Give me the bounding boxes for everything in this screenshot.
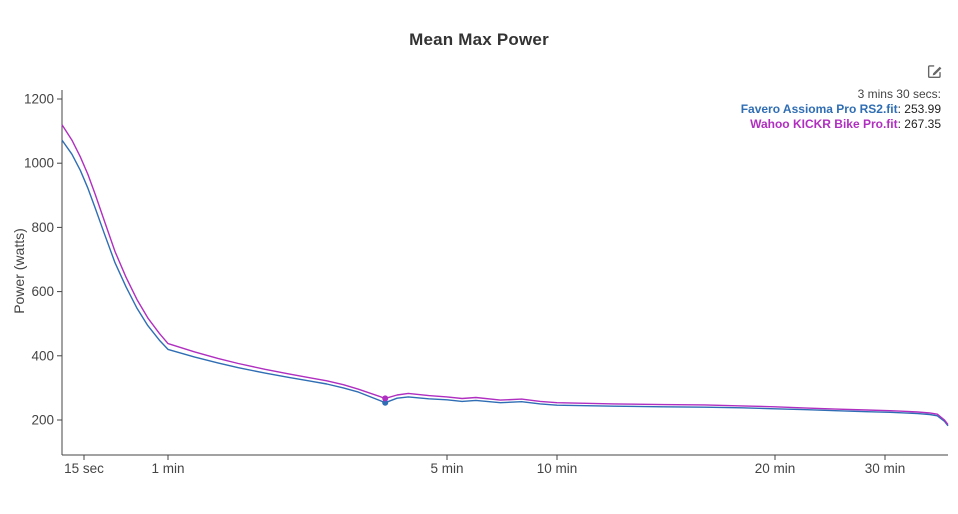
hover-marker-dot[interactable] [382,395,389,402]
series-line-favero[interactable] [61,139,949,427]
tooltip-entry-favero: Favero Assioma Pro RS2.fit: 253.99 [741,102,941,117]
hover-readout: 3 mins 30 secs: Favero Assioma Pro RS2.f… [741,87,941,132]
x-tick-label: 15 sec [64,461,104,476]
y-tick-label: 200 [31,413,54,428]
y-tick-label: 1200 [24,92,54,107]
y-tick-label: 600 [31,284,54,299]
tooltip-time-label: 3 mins 30 secs: [857,87,941,101]
series-line-wahoo[interactable] [61,124,949,425]
edit-chart-icon[interactable] [926,63,943,80]
x-tick-label: 20 min [755,461,796,476]
chart-title: Mean Max Power [409,30,549,49]
x-tick-label: 5 min [430,461,463,476]
tooltip-separator: : [897,117,905,131]
tooltip-series-value: 253.99 [904,102,941,116]
tooltip-series-name: Favero Assioma Pro RS2.fit [740,102,898,116]
tooltip-entry-wahoo: Wahoo KICKR Bike Pro.fit: 267.35 [741,117,941,132]
y-tick-label: 800 [31,220,54,235]
hover-marker-dot[interactable] [382,399,389,406]
tooltip-separator: : [897,102,905,116]
y-tick-label: 400 [31,348,54,363]
x-tick-label: 10 min [537,461,578,476]
x-tick-label: 30 min [865,461,906,476]
tooltip-series-value: 267.35 [904,117,941,131]
tooltip-series-name: Wahoo KICKR Bike Pro.fit [750,117,898,131]
x-tick-label: 1 min [151,461,184,476]
y-tick-label: 1000 [24,156,54,171]
